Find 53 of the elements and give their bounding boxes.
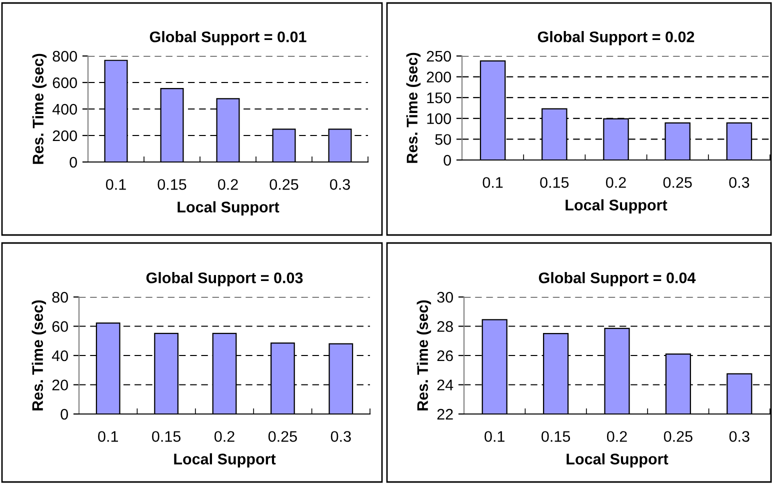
y-tick-label: 400	[52, 104, 77, 115]
x-tick-label: 0.3	[330, 431, 351, 442]
y-tick-label: 40	[52, 350, 68, 362]
y-tick-label: 60	[52, 321, 68, 332]
x-tick-label: 0.1	[482, 177, 503, 188]
y-tick-label: 150	[427, 92, 451, 104]
y-tick-label: 200	[426, 72, 451, 82]
y-tick-label: 30	[437, 292, 453, 303]
x-tick-label: 0.1	[484, 431, 504, 442]
x-tick-label: 0.2	[606, 177, 626, 188]
x-tick-label: 0.3	[729, 177, 750, 188]
y-tick-label: 800	[52, 50, 77, 62]
x-tick-label: 0.2	[218, 179, 238, 190]
x-tick-label: 0.25	[664, 431, 692, 442]
y-tick-label: 26	[437, 350, 453, 362]
x-tick-label: 0.25	[268, 431, 297, 442]
x-tick-label: 0.2	[214, 431, 234, 442]
y-axis-title: Res. Time (sec)	[32, 300, 46, 410]
y-tick-label: 50	[435, 134, 451, 145]
x-tick-label: 0.25	[270, 179, 298, 190]
y-axis-title: Res. Time (sec)	[406, 52, 421, 163]
x-tick-label: 0.1	[98, 431, 118, 442]
y-tick-label: 0	[444, 154, 451, 166]
y-tick-label: 20	[52, 380, 68, 390]
x-axis-title: Local Support	[178, 201, 280, 216]
x-tick-label: 0.2	[606, 431, 627, 442]
y-tick-label: 80	[52, 292, 68, 303]
y-tick-label: 600	[52, 77, 77, 88]
x-tick-label: 0.3	[330, 179, 350, 190]
y-tick-label: 28	[437, 321, 453, 332]
y-tick-label: 100	[427, 113, 451, 124]
chart-title: Global Support = 0.01	[150, 31, 306, 46]
x-tick-label: 0.15	[152, 431, 181, 442]
x-axis-title: Local Support	[566, 199, 668, 214]
chart-title: Global Support = 0.04	[538, 272, 696, 286]
x-axis-title: Local Support	[174, 453, 276, 468]
x-tick-label: 0.25	[663, 177, 692, 188]
y-tick-label: 0	[70, 156, 77, 168]
x-axis-title: Local Support	[566, 453, 668, 468]
x-tick-label: 0.15	[540, 177, 569, 188]
y-axis-title: Res. Time (sec)	[416, 300, 432, 410]
y-tick-label: 250	[426, 50, 451, 62]
x-tick-label: 0.15	[158, 179, 186, 190]
y-tick-label: 0	[60, 408, 68, 420]
x-tick-label: 0.3	[729, 431, 750, 442]
y-tick-label: 24	[437, 380, 454, 390]
x-tick-label: 0.1	[106, 179, 126, 190]
chart-title: Global Support = 0.02	[538, 31, 694, 46]
chart-title: Global Support = 0.03	[146, 272, 303, 286]
y-axis-title: Res. Time (sec)	[32, 54, 47, 164]
y-tick-label: 22	[437, 408, 453, 420]
y-tick-label: 200	[52, 130, 77, 142]
x-tick-label: 0.15	[542, 431, 570, 442]
